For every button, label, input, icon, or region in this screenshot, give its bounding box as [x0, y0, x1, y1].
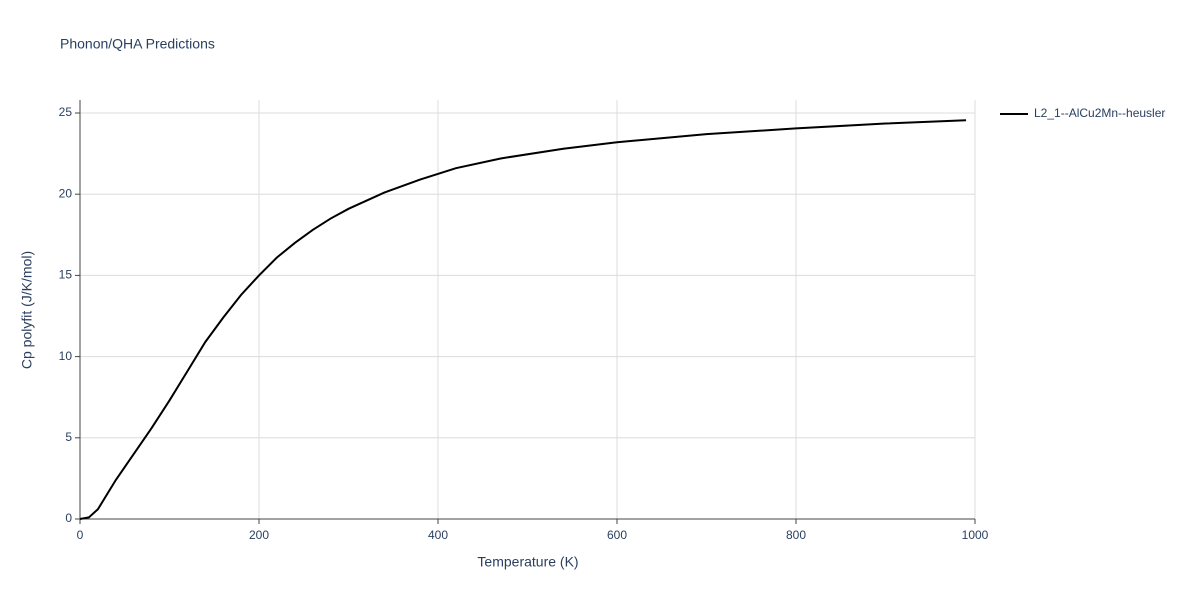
- x-tick-label: 800: [786, 528, 806, 542]
- y-tick-label: 0: [65, 511, 72, 525]
- x-tick-label: 0: [77, 528, 84, 542]
- line: [79, 119, 967, 520]
- y-tick-label: 15: [59, 268, 73, 282]
- legend-label: L2_1--AlCu2Mn--heusler: [1034, 106, 1165, 120]
- y-tick-label: 10: [59, 349, 73, 363]
- x-tick-label: 200: [249, 528, 269, 542]
- y-tick-label: 20: [59, 186, 73, 200]
- x-tick-label: 1000: [962, 528, 989, 542]
- x-tick-label: 400: [428, 528, 448, 542]
- x-axis-label: Temperature (K): [477, 554, 578, 570]
- y-tick-label: 5: [65, 430, 72, 444]
- x-tick-label: 600: [607, 528, 627, 542]
- chart-title: Phonon/QHA Predictions: [60, 36, 215, 52]
- y-tick-label: 25: [59, 105, 73, 119]
- y-axis-label: Cp polyfit (J/K/mol): [19, 251, 35, 369]
